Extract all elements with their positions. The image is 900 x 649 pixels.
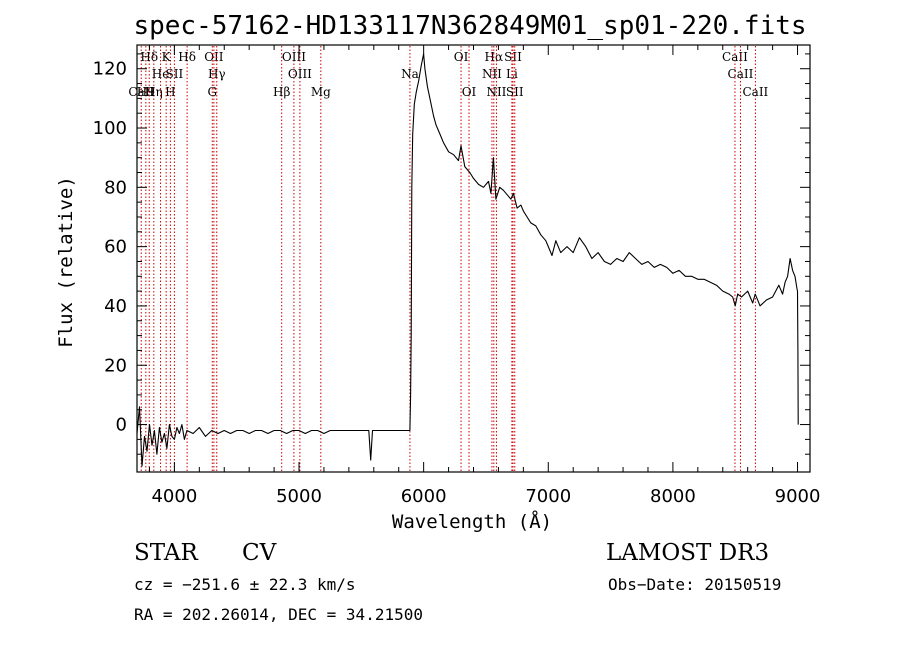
- y-axis-label: Flux (relative): [55, 176, 77, 348]
- x-axis-label: Wavelength (Å): [392, 510, 552, 533]
- x-tick-label: 6000: [401, 486, 447, 507]
- line-marker-label: OI: [454, 50, 469, 64]
- line-marker-label: OIII: [282, 50, 306, 64]
- x-tick-label: 7000: [525, 486, 571, 507]
- spectrum-series: [136, 53, 799, 467]
- chart-title: spec-57162-HD133117N362849M01_sp01-220.f…: [133, 11, 806, 41]
- y-tick-label: 0: [116, 415, 127, 436]
- line-marker-label: Li: [506, 67, 518, 81]
- plot-frame: [136, 44, 811, 473]
- line-marker-label: NII: [486, 85, 506, 99]
- line-marker-label: H: [165, 85, 175, 99]
- x-tick-label: 8000: [650, 486, 696, 507]
- line-marker-label: H9: [137, 85, 155, 99]
- line-marker-label: SII: [506, 85, 524, 99]
- line-marker-label: Mg: [311, 85, 331, 99]
- line-marker-label: Hδ: [140, 50, 158, 64]
- line-marker-label: Na: [401, 67, 419, 81]
- coordinates: RA = 202.26014, DEC = 34.21500: [134, 605, 423, 624]
- line-marker-label: OI: [462, 85, 477, 99]
- line-marker-label: SII: [166, 67, 184, 81]
- x-tick-label: 5000: [276, 486, 322, 507]
- spectrum-line: [136, 53, 799, 467]
- line-marker-label: CaII: [128, 85, 154, 99]
- line-marker-label: Hη: [145, 85, 163, 99]
- line-marker-label: CaII: [722, 50, 748, 64]
- x-tick-label: 4000: [151, 486, 197, 507]
- y-tick-label: 120: [93, 59, 127, 80]
- obs-date: Obs−Date: 20150519: [608, 575, 781, 594]
- redshift-readout: cz = −251.6 ± 22.3 km/s: [134, 575, 356, 594]
- line-marker-label: Hγ: [208, 67, 226, 81]
- line-marker-label: K: [162, 50, 172, 64]
- line-marker-label: CaII: [728, 67, 754, 81]
- line-marker-label: He: [152, 67, 170, 81]
- y-tick-label: 20: [104, 355, 127, 376]
- survey-name: LAMOST DR3: [606, 540, 769, 566]
- y-tick-label: 100: [93, 118, 127, 139]
- y-tick-label: 40: [104, 296, 127, 317]
- line-marker-label: CaII: [742, 85, 768, 99]
- axis-ticks: 4000 5000 6000 7000 8000 9000 0 20 40 60 80 100 120: [93, 45, 821, 507]
- object-class: STAR: [134, 540, 198, 566]
- line-marker-label: G: [207, 85, 217, 99]
- y-tick-label: 80: [104, 177, 127, 198]
- object-subclass: CV: [242, 540, 277, 566]
- line-marker-label: OIII: [288, 67, 312, 81]
- line-marker-label: OII: [204, 50, 224, 64]
- line-marker-label: NII: [482, 67, 502, 81]
- y-tick-label: 60: [104, 237, 127, 258]
- line-marker-label: Hα: [485, 50, 504, 64]
- line-marker-label: Hβ: [273, 85, 290, 99]
- line-marker-label: Hδ: [178, 50, 196, 64]
- line-marker-label: SII: [504, 50, 522, 64]
- x-tick-label: 9000: [775, 486, 821, 507]
